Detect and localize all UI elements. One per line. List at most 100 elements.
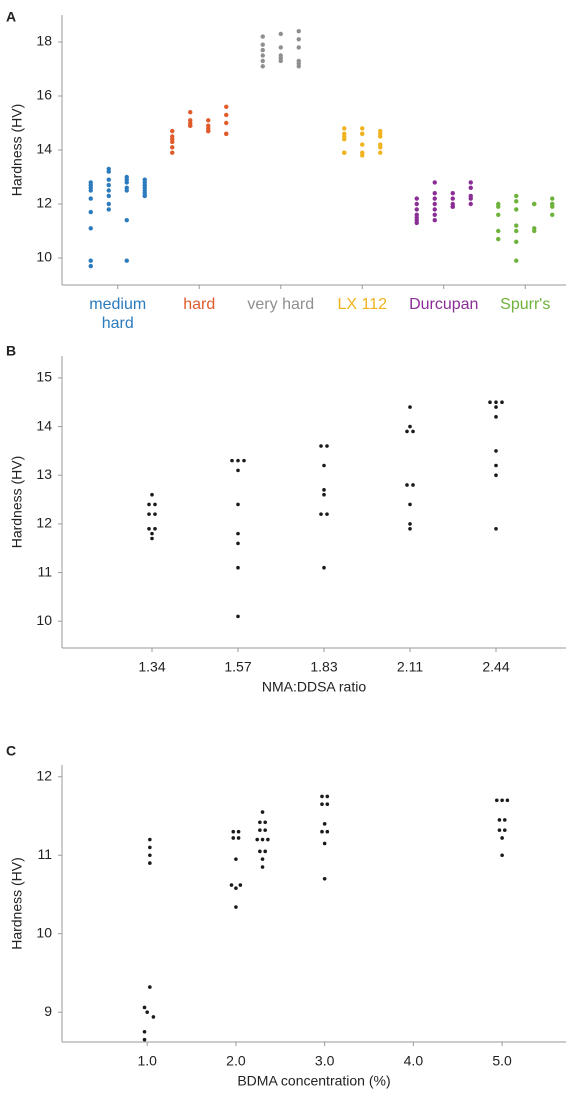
dot [142, 1005, 147, 1010]
dot [502, 818, 507, 822]
dot [88, 188, 93, 193]
dot [260, 857, 265, 861]
y-tick-label: 13 [36, 466, 52, 482]
y-tick-label: 14 [36, 417, 52, 433]
dot [378, 145, 383, 150]
dot [468, 196, 473, 201]
dot [234, 886, 238, 890]
y-tick-label: 10 [36, 612, 52, 628]
dot [236, 836, 241, 840]
dot [255, 837, 260, 842]
dot [378, 134, 383, 139]
dot [405, 483, 409, 487]
dot [342, 150, 347, 155]
dot [414, 207, 419, 212]
dot [170, 145, 175, 150]
dot [322, 488, 326, 492]
dot [88, 196, 93, 201]
dot [514, 193, 519, 199]
dot [296, 29, 301, 34]
dot [153, 502, 157, 507]
dot [236, 565, 240, 570]
panel-label: C [6, 743, 16, 759]
dot [411, 429, 415, 434]
dot [550, 212, 555, 217]
dot [148, 837, 152, 842]
dot [88, 209, 93, 215]
dot [405, 429, 409, 434]
dot [242, 458, 246, 463]
dot [497, 818, 502, 822]
dot [224, 104, 229, 110]
dot [278, 45, 283, 50]
dot [319, 512, 323, 516]
y-axis-label: Hardness (HV) [9, 857, 25, 950]
dot [148, 845, 152, 850]
dot [468, 185, 473, 190]
x-tick-label: LX 112 [337, 296, 388, 313]
dot [514, 207, 519, 212]
dot [106, 193, 111, 199]
dot [258, 828, 262, 832]
dot [236, 829, 241, 834]
dot [496, 204, 501, 209]
dot [322, 822, 327, 826]
dot [188, 110, 193, 115]
x-tick-label: 2.0 [226, 1053, 246, 1069]
dot [88, 263, 93, 269]
x-tick-label: very hard [247, 296, 315, 313]
dot [236, 614, 240, 619]
dot [231, 829, 236, 834]
dot [153, 512, 157, 516]
dot [150, 492, 154, 497]
dot [468, 180, 473, 185]
dot [170, 150, 175, 155]
dot [263, 820, 267, 825]
dot [360, 142, 365, 147]
dot [432, 196, 437, 201]
y-tick-label: 14 [36, 141, 52, 157]
dot [296, 45, 301, 50]
dot [151, 1015, 156, 1019]
y-tick-label: 10 [36, 924, 52, 940]
x-tick-label: 5.0 [492, 1053, 512, 1069]
dot [170, 139, 175, 145]
dot [260, 865, 265, 869]
dot [325, 829, 330, 834]
dot [325, 802, 330, 807]
dot [224, 120, 229, 126]
dot [260, 42, 265, 47]
dot [342, 137, 347, 142]
dot [260, 53, 265, 58]
x-tick-label: 1.83 [310, 659, 337, 675]
dot [320, 802, 324, 807]
dot [502, 828, 507, 832]
x-tick-label: 1.57 [224, 659, 251, 675]
dot [500, 798, 504, 803]
dot [408, 526, 412, 531]
dot [106, 188, 111, 193]
dot [145, 1010, 149, 1014]
dot [514, 223, 519, 228]
dot [224, 131, 229, 136]
y-tick-label: 16 [36, 87, 52, 103]
dot [170, 128, 175, 134]
dot [322, 463, 326, 468]
dot [296, 64, 301, 69]
y-tick-label: 12 [36, 515, 52, 531]
dot [411, 483, 415, 487]
dot [230, 458, 234, 463]
dot [148, 853, 152, 858]
dot [450, 204, 455, 209]
x-axis-label: BDMA concentration (%) [237, 1073, 390, 1089]
dot [206, 118, 211, 123]
dot [514, 228, 519, 234]
y-tick-label: 11 [37, 563, 52, 579]
dot [496, 236, 501, 242]
dot [325, 444, 329, 448]
x-axis-label: NMA:DDSA ratio [262, 679, 366, 695]
dot [236, 541, 240, 546]
dot [319, 444, 323, 448]
x-tick-label: 1.0 [137, 1053, 157, 1069]
dot [148, 985, 152, 989]
